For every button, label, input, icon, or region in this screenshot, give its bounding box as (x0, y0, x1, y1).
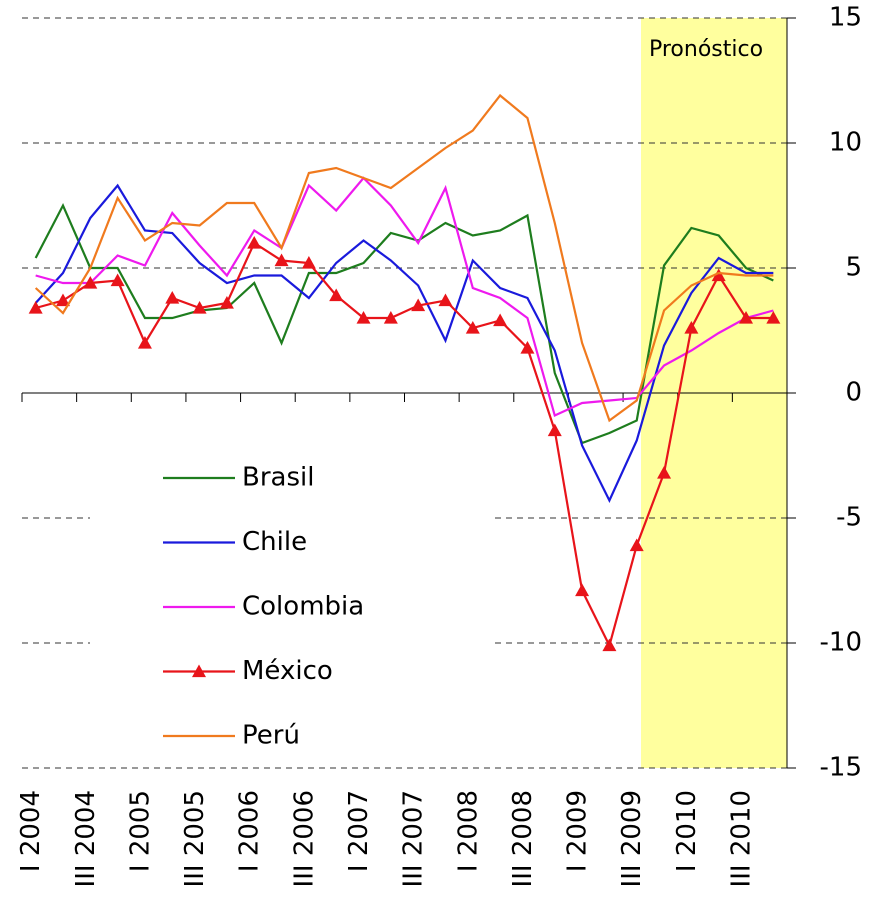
series-line (34, 202, 774, 445)
x-tick-label: III 2009 (617, 790, 647, 887)
point-marker (438, 293, 453, 307)
x-tick-label: III 2005 (180, 790, 210, 887)
point-marker (575, 583, 590, 597)
x-tick-label: I 2005 (125, 790, 155, 872)
x-tick-label: I 2008 (453, 790, 483, 872)
legend-label: Colombia (242, 592, 364, 622)
point-marker (711, 268, 726, 282)
point-marker (520, 341, 535, 354)
point-marker (55, 293, 70, 307)
point-marker (411, 298, 426, 312)
point-marker (629, 538, 644, 552)
point-marker (657, 466, 672, 479)
x-tick-label: I 2004 (16, 790, 46, 872)
series-line (35, 241, 774, 649)
x-tick-label: III 2004 (71, 790, 101, 887)
legend-label: Chile (242, 527, 307, 557)
x-tick-label: III 2008 (508, 790, 538, 887)
x-tick-label: I 2010 (672, 790, 702, 872)
point-marker (165, 291, 180, 304)
legend-label: Brasil (242, 463, 314, 493)
x-tick-label: I 2009 (563, 790, 593, 872)
point-marker (28, 301, 43, 314)
legend-label: Perú (242, 721, 300, 751)
y-tick-label: -15 (820, 753, 862, 783)
legend-label: México (242, 656, 333, 686)
x-tick-label: III 2007 (399, 790, 429, 887)
point-marker (602, 638, 617, 652)
series-line (35, 176, 774, 418)
x-tick-label: I 2006 (235, 790, 265, 872)
legend-background (90, 440, 495, 760)
x-tick-label: III 2010 (727, 790, 757, 887)
point-marker (547, 423, 562, 437)
point-marker (465, 321, 480, 334)
point-marker (247, 236, 262, 249)
point-marker (301, 256, 316, 269)
y-tick-label: 10 (829, 128, 862, 158)
point-marker (274, 253, 289, 267)
point-marker (137, 336, 152, 349)
x-tick-label: III 2006 (289, 790, 319, 887)
point-marker (739, 311, 754, 324)
y-tick-label: -10 (820, 628, 862, 658)
point-marker (83, 276, 98, 289)
point-marker (192, 301, 207, 314)
series-line (34, 93, 774, 423)
point-marker (684, 321, 699, 334)
legend-marker (192, 664, 206, 678)
y-tick-label: 5 (845, 253, 862, 283)
point-marker (219, 296, 234, 309)
y-tick-label: -5 (836, 503, 862, 533)
y-tick-label: 0 (845, 378, 862, 408)
y-tick-label: 15 (829, 3, 862, 33)
x-tick-label: I 2007 (344, 790, 374, 872)
point-marker (110, 273, 125, 287)
point-marker (356, 311, 371, 324)
point-marker (493, 313, 508, 327)
point-marker (383, 311, 398, 324)
point-marker (766, 311, 781, 324)
annotation: Pronóstico (649, 37, 763, 62)
point-marker (329, 288, 344, 302)
